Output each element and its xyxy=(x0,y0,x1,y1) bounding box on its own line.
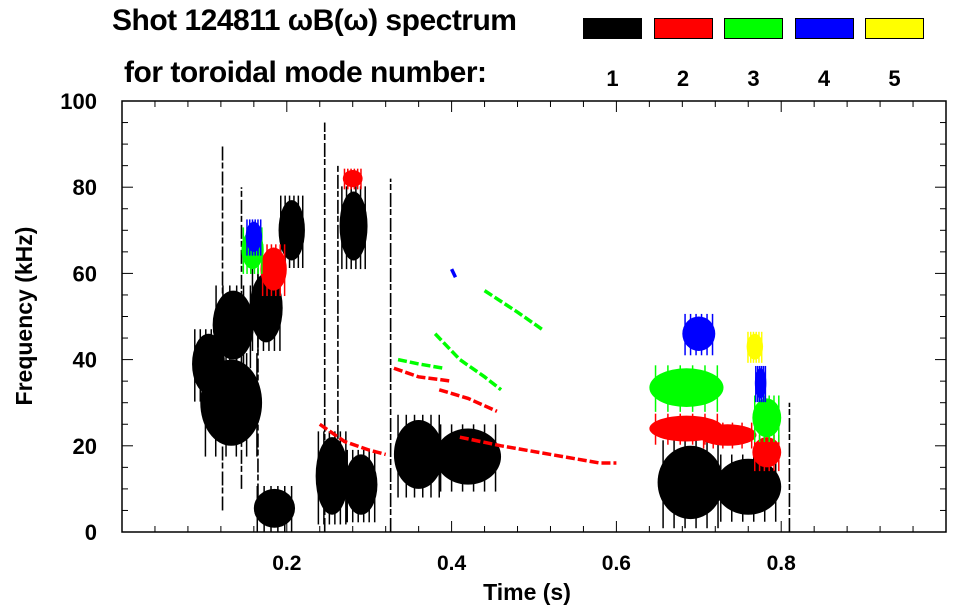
x-tick-label: 0.4 xyxy=(437,552,467,575)
legend-label-mode-3: 3 xyxy=(747,66,760,91)
mode-2-blob xyxy=(342,169,363,188)
mode-2-blob xyxy=(260,247,287,291)
mode-1-blob xyxy=(339,191,368,261)
mode-3-blob xyxy=(752,398,782,438)
mode-2-ridge xyxy=(318,422,387,457)
y-axis-label: Frequency (kHz) xyxy=(11,227,37,406)
mode-1-blob xyxy=(212,290,254,360)
mode-1-blob xyxy=(715,458,782,515)
mode-4-blob xyxy=(754,368,767,399)
mode-2-blob xyxy=(698,424,757,446)
y-tick-label: 100 xyxy=(60,89,97,114)
legend-swatch-mode-5 xyxy=(865,18,924,39)
mode-2-ridge xyxy=(393,366,452,383)
x-tick-label: 0.6 xyxy=(602,552,631,575)
chart-title: Shot 124811 ωB(ω) spectrum xyxy=(112,4,517,37)
legend-label-mode-5: 5 xyxy=(888,66,901,91)
x-axis-label: Time (s) xyxy=(483,579,571,605)
data-layer xyxy=(192,122,791,532)
mode-4-blob xyxy=(682,316,716,351)
mode-3-ridge xyxy=(483,289,544,331)
mode-1-blob xyxy=(315,437,349,515)
chart-subtitle: for toroidal mode number: xyxy=(124,56,487,89)
mode-2-blob xyxy=(752,437,782,468)
mode-3-ridge xyxy=(397,357,444,370)
y-tick-label: 0 xyxy=(85,520,97,545)
x-tick-label: 0.8 xyxy=(767,552,797,575)
mode-1-blob xyxy=(435,428,502,485)
legend-label-mode-4: 4 xyxy=(817,66,831,91)
y-tick-label: 40 xyxy=(73,348,97,373)
mode-3-ridge xyxy=(433,332,503,392)
legend-label-mode-1: 1 xyxy=(606,66,619,91)
mode-2-ridge xyxy=(459,435,617,465)
mode-1-blob xyxy=(200,359,263,446)
mode-1-blob xyxy=(253,488,296,528)
y-tick-label: 80 xyxy=(73,175,97,200)
legend-swatch-mode-4 xyxy=(794,18,854,39)
mode-4-ridge xyxy=(450,268,458,279)
mode-1-blob xyxy=(278,200,305,261)
mode-1-blob xyxy=(657,445,724,520)
legend-swatch-mode-2 xyxy=(653,18,713,39)
legend-label-mode-2: 2 xyxy=(676,66,690,91)
y-tick-label: 20 xyxy=(73,434,97,459)
mode-5-blob xyxy=(746,333,764,360)
legend-swatch-mode-3 xyxy=(724,18,783,39)
y-tick-label: 60 xyxy=(73,261,97,286)
mode-2-ridge xyxy=(438,388,498,413)
mode-3-blob xyxy=(649,368,724,408)
legend-swatch-mode-1 xyxy=(583,18,642,39)
mode-4-blob xyxy=(245,221,263,252)
x-tick-label: 0.2 xyxy=(272,552,301,575)
mode-1-blob xyxy=(344,454,378,515)
